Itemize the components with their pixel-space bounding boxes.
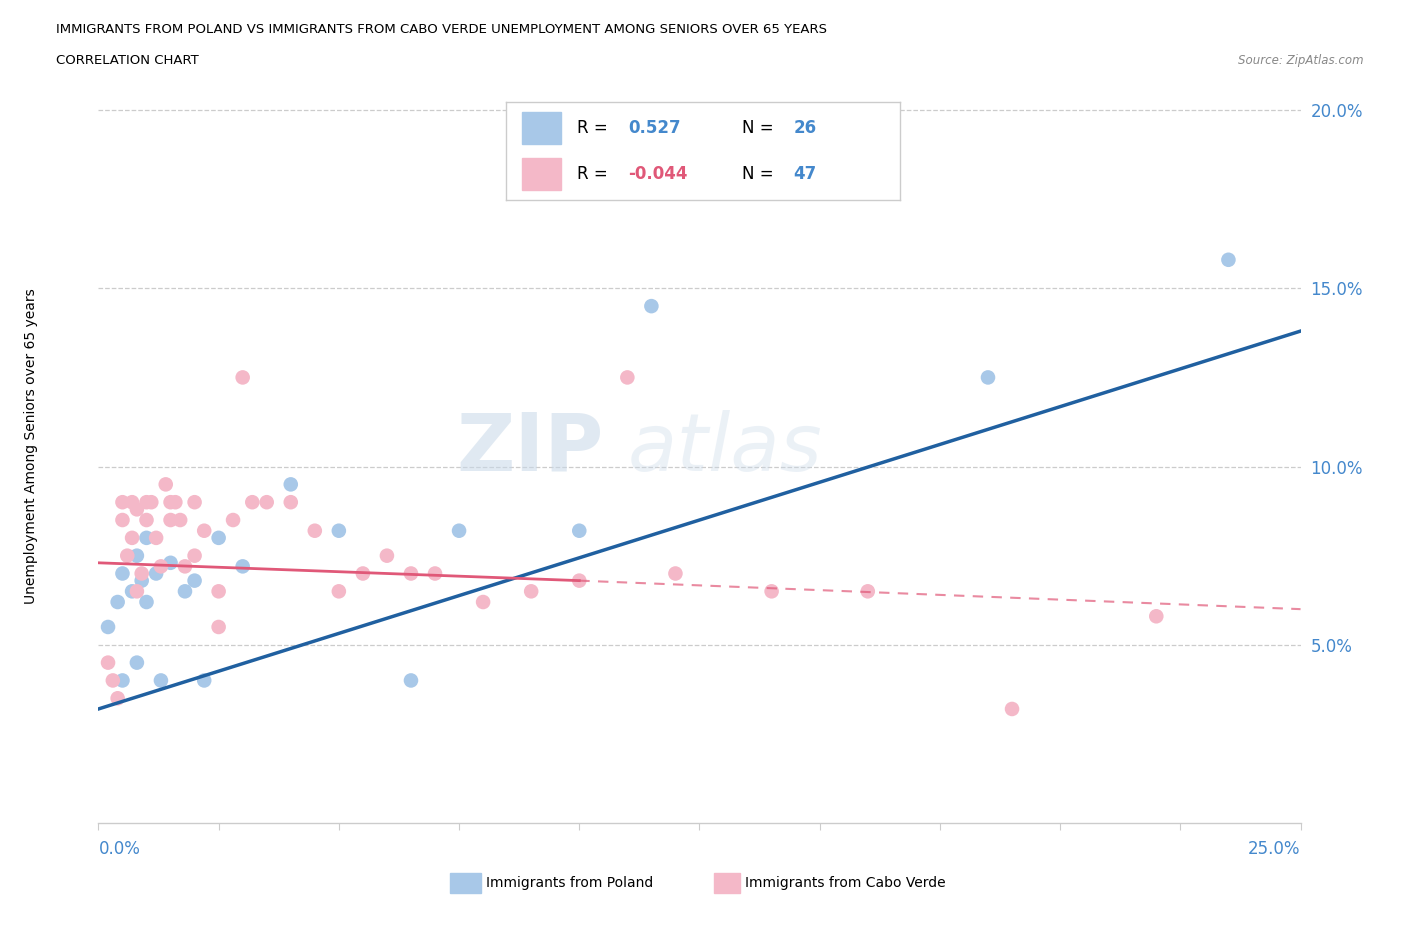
Point [174, 559, 197, 574]
Text: CORRELATION CHART: CORRELATION CHART [56, 54, 200, 67]
Point [1001, 701, 1024, 716]
Point [280, 495, 302, 510]
Point [174, 584, 197, 599]
Point [472, 594, 495, 609]
Point [352, 566, 374, 581]
Point [165, 495, 187, 510]
Point [97, 619, 120, 634]
Point [761, 584, 783, 599]
Point [208, 530, 231, 545]
Point [568, 524, 591, 538]
Point [977, 370, 1000, 385]
Point [125, 502, 148, 517]
Point [232, 559, 254, 574]
Point [1144, 609, 1167, 624]
Text: Unemployment Among Seniors over 65 years: Unemployment Among Seniors over 65 years [24, 288, 38, 604]
Point [183, 495, 205, 510]
Point [447, 524, 470, 538]
Point [97, 656, 120, 671]
Point [640, 299, 662, 313]
Point [145, 530, 167, 545]
Text: 26: 26 [793, 119, 817, 137]
Text: 47: 47 [793, 165, 817, 182]
Point [125, 584, 148, 599]
Point [125, 656, 148, 671]
Text: 0.527: 0.527 [628, 119, 681, 137]
Point [145, 566, 167, 581]
Point [111, 512, 134, 527]
Point [135, 512, 157, 527]
Point [208, 584, 231, 599]
Point [107, 691, 129, 706]
Point [399, 673, 422, 688]
Point [169, 512, 191, 527]
Point [141, 495, 163, 510]
Text: R =: R = [576, 119, 607, 137]
Point [135, 530, 157, 545]
Point [159, 495, 181, 510]
Point [117, 549, 139, 564]
Point [155, 477, 177, 492]
Point [183, 549, 205, 564]
Text: Immigrants from Poland: Immigrants from Poland [486, 876, 654, 890]
Point [149, 559, 172, 574]
Bar [522, 158, 561, 191]
Point [328, 584, 350, 599]
Point [135, 594, 157, 609]
Bar [714, 872, 740, 894]
Point [149, 673, 172, 688]
Text: atlas: atlas [627, 410, 823, 487]
Point [125, 549, 148, 564]
Point [232, 370, 254, 385]
Text: Source: ZipAtlas.com: Source: ZipAtlas.com [1239, 54, 1364, 67]
Text: 0.0%: 0.0% [98, 840, 141, 857]
Point [131, 566, 153, 581]
Point [375, 549, 398, 564]
Point [568, 573, 591, 588]
Text: Immigrants from Cabo Verde: Immigrants from Cabo Verde [745, 876, 946, 890]
Point [399, 566, 422, 581]
Text: N =: N = [742, 165, 773, 182]
Text: -0.044: -0.044 [628, 165, 688, 182]
Point [222, 512, 245, 527]
Point [328, 524, 350, 538]
Point [111, 566, 134, 581]
Point [111, 673, 134, 688]
Point [208, 619, 231, 634]
Point [616, 370, 638, 385]
Point [101, 673, 124, 688]
Point [135, 495, 157, 510]
Point [111, 495, 134, 510]
Bar [522, 112, 561, 144]
Point [121, 495, 143, 510]
Point [256, 495, 278, 510]
Point [121, 584, 143, 599]
Text: 25.0%: 25.0% [1249, 840, 1301, 857]
Point [107, 594, 129, 609]
Point [193, 673, 215, 688]
Point [664, 566, 686, 581]
Point [520, 584, 543, 599]
Point [159, 512, 181, 527]
Point [193, 524, 215, 538]
Text: R =: R = [576, 165, 607, 182]
Point [423, 566, 446, 581]
Point [131, 573, 153, 588]
Bar [450, 872, 481, 894]
Point [159, 555, 181, 570]
Point [121, 530, 143, 545]
Point [856, 584, 879, 599]
Text: IMMIGRANTS FROM POLAND VS IMMIGRANTS FROM CABO VERDE UNEMPLOYMENT AMONG SENIORS : IMMIGRANTS FROM POLAND VS IMMIGRANTS FRO… [56, 23, 827, 36]
Point [240, 495, 263, 510]
Point [304, 524, 326, 538]
Point [280, 477, 302, 492]
Text: N =: N = [742, 119, 773, 137]
Point [1218, 252, 1240, 267]
Text: ZIP: ZIP [456, 410, 603, 487]
Point [183, 573, 205, 588]
